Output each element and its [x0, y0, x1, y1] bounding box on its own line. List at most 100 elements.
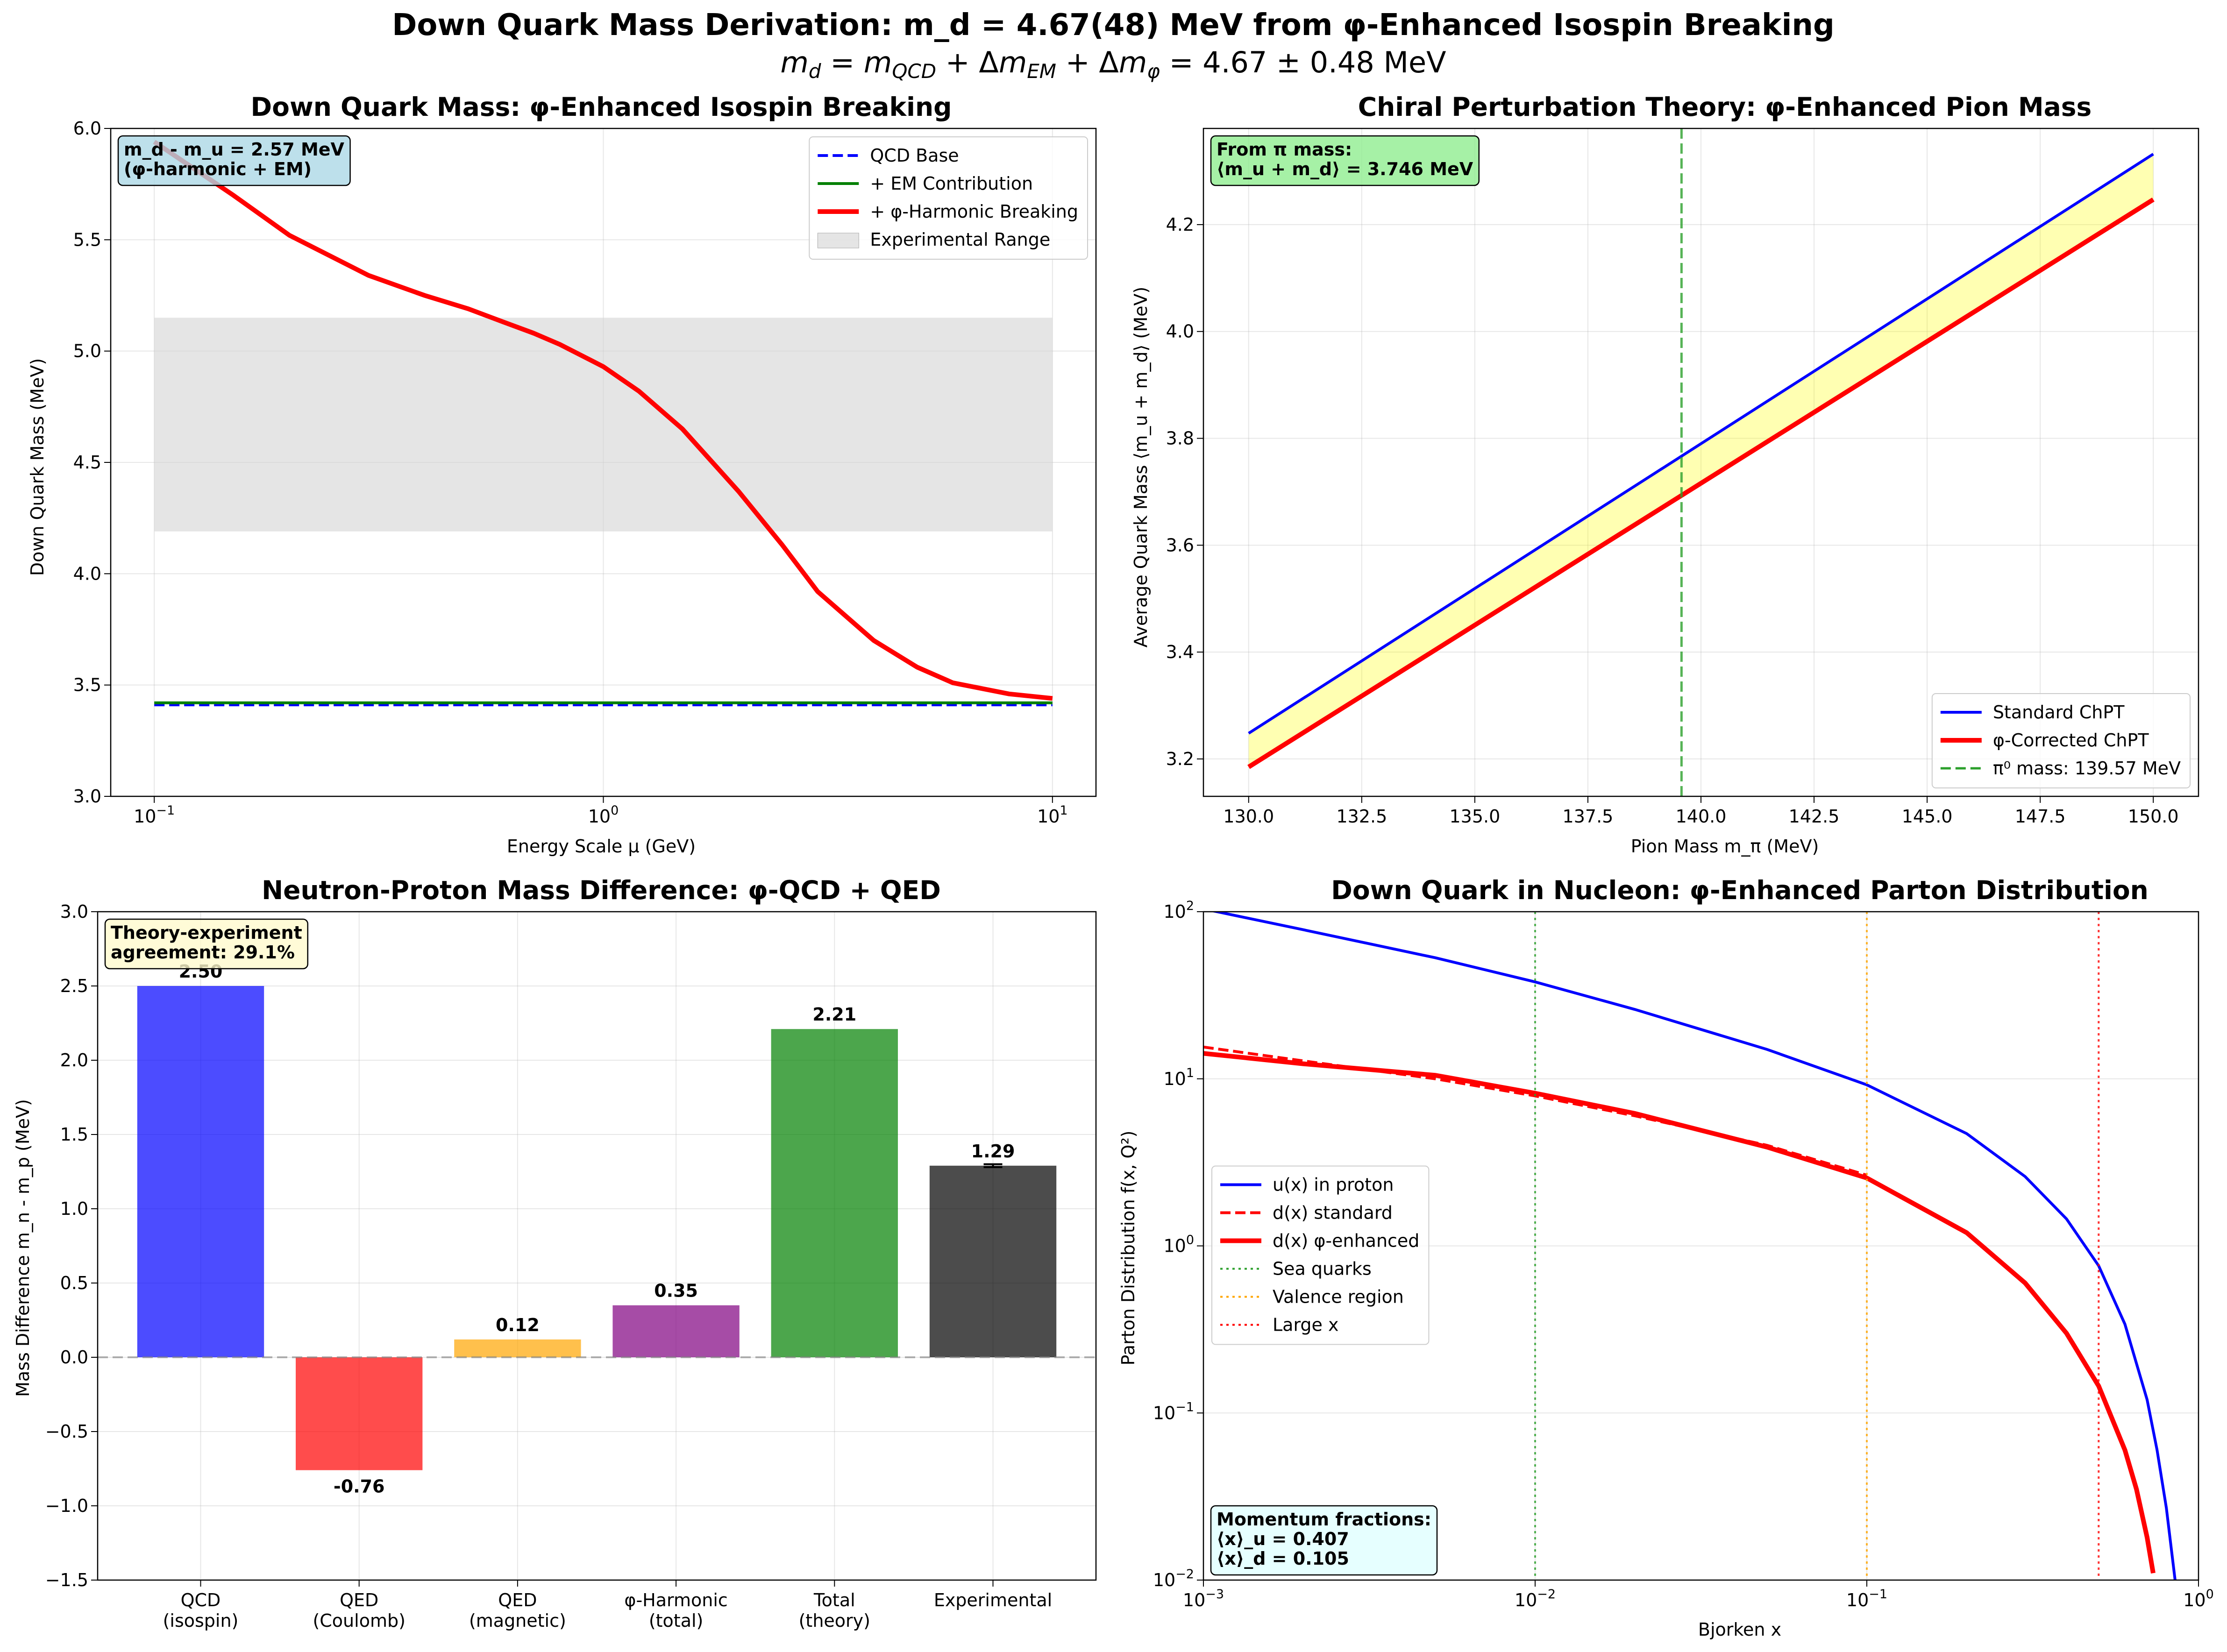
- series-line: [153, 140, 1053, 701]
- legend-entry: Experimental Range: [870, 229, 1050, 250]
- legend-entry: Standard ChPT: [1993, 702, 2125, 723]
- tick-exponent: 1: [1186, 1066, 1194, 1080]
- x-tick-label: 130.0: [1223, 806, 1274, 827]
- legend-entry: QCD Base: [870, 145, 959, 166]
- y-tick-label: 3.6: [1166, 535, 1194, 555]
- y-tick-label: 10−2: [1153, 1567, 1194, 1590]
- x-tick-label: 10−3: [1183, 1587, 1224, 1610]
- annotation-text: From π mass:: [1217, 139, 1352, 160]
- annotation-text: ⟨x⟩_u = 0.407: [1217, 1529, 1349, 1549]
- series-line: [1247, 197, 2155, 769]
- y-tick-label: 3.0: [73, 786, 101, 807]
- series-line: [1210, 912, 2177, 1580]
- plot-frame: [1202, 911, 2199, 1581]
- y-tick-label: 5.0: [73, 341, 101, 362]
- tick-exponent: 2: [1186, 899, 1194, 913]
- y-tick-label: 6.0: [73, 118, 101, 139]
- y-tick-label: 3.8: [1166, 428, 1194, 449]
- x-tick-label: 100: [588, 803, 619, 827]
- x-tick-label: 145.0: [1902, 806, 1953, 827]
- legend-swatch: [817, 233, 859, 248]
- annotation-text: ⟨x⟩_d = 0.105: [1217, 1548, 1349, 1569]
- panel-isospin-breaking: Down Quark Mass: φ-Enhanced Isospin Brea…: [27, 92, 1097, 857]
- series-line: [1203, 1051, 2156, 1574]
- x-tick-label: 137.5: [1563, 806, 1614, 827]
- category-label: (Coulomb): [313, 1610, 405, 1631]
- bar: [137, 986, 264, 1357]
- category-label: QCD: [181, 1590, 221, 1610]
- bar: [454, 1339, 581, 1357]
- bar-value-label: 1.29: [971, 1141, 1015, 1162]
- y-tick-label: 100: [1163, 1233, 1194, 1256]
- legend-entry: d(x) φ-enhanced: [1273, 1231, 1419, 1251]
- category-label: QED: [340, 1590, 378, 1610]
- y-tick-label: −1.5: [45, 1570, 88, 1590]
- panel-chiral-perturbation: Chiral Perturbation Theory: φ-Enhanced P…: [1131, 92, 2199, 857]
- experimental-range-band: [154, 318, 1053, 532]
- figure-subtitle: md = mQCD + ΔmEM + Δmφ = 4.67 ± 0.48 MeV: [780, 45, 1446, 83]
- y-axis-label: Parton Distribution f(x, Q²): [1118, 1130, 1138, 1365]
- difference-fill: [1248, 154, 2154, 767]
- bar-value-label: -0.76: [334, 1476, 385, 1497]
- bar-value-label: 2.21: [812, 1004, 856, 1025]
- legend-entry: + φ-Harmonic Breaking: [870, 201, 1078, 222]
- bar-value-label: 0.12: [496, 1315, 540, 1335]
- plot-frame: [97, 911, 1097, 1581]
- x-axis-label: Pion Mass m_π (MeV): [1631, 836, 1819, 857]
- x-tick-label: 100: [2183, 1587, 2214, 1610]
- y-tick-label: 1.5: [60, 1124, 88, 1145]
- category-label: φ-Harmonic: [624, 1590, 727, 1610]
- y-axis-label: Mass Difference m_n - m_p (MeV): [13, 1099, 33, 1397]
- tick-exponent: 0: [611, 803, 619, 818]
- panel-title: Down Quark in Nucleon: φ-Enhanced Parton…: [1331, 875, 2149, 905]
- legend-entry: u(x) in proton: [1273, 1175, 1394, 1195]
- annotation-text: Theory-experiment: [111, 922, 302, 943]
- y-tick-label: 4.2: [1166, 214, 1194, 235]
- category-label: Experimental: [934, 1590, 1052, 1610]
- annotation-box: [117, 135, 351, 186]
- annotation-text: agreement: 29.1%: [111, 942, 295, 963]
- category-label: (magnetic): [469, 1610, 566, 1631]
- y-tick-label: 0.5: [60, 1273, 88, 1293]
- panel-parton-distribution: Down Quark in Nucleon: φ-Enhanced Parton…: [1118, 875, 2214, 1640]
- y-tick-label: −1.0: [45, 1496, 88, 1516]
- tick-exponent: −1: [1869, 1587, 1887, 1602]
- legend-entry: Sea quarks: [1273, 1259, 1372, 1279]
- bar: [929, 1165, 1057, 1357]
- category-label: (total): [649, 1610, 704, 1631]
- annotation-text: (φ-harmonic + EM): [124, 159, 312, 179]
- plot-frame: [1202, 128, 2199, 797]
- annotation-box: [1210, 135, 1480, 186]
- y-tick-label: 4.0: [1166, 321, 1194, 342]
- x-tick-label: 101: [1037, 803, 1068, 827]
- y-tick-label: −0.5: [45, 1421, 88, 1442]
- x-tick-label: 142.5: [1789, 806, 1840, 827]
- legend-box: [1211, 1165, 1430, 1345]
- x-axis-label: Bjorken x: [1698, 1619, 1781, 1640]
- annotation-text: m_d - m_u = 2.57 MeV: [124, 139, 345, 160]
- y-axis-label: Down Quark Mass (MeV): [27, 358, 48, 576]
- bar: [296, 1357, 423, 1470]
- category-label: (theory): [799, 1610, 870, 1631]
- tick-exponent: −3: [1205, 1587, 1224, 1602]
- annotation-text: ⟨m_u + m_d⟩ = 3.746 MeV: [1217, 159, 1473, 179]
- y-tick-label: 101: [1163, 1066, 1194, 1089]
- x-tick-label: 10−1: [134, 803, 175, 827]
- bar: [771, 1029, 898, 1357]
- x-axis-label: Energy Scale μ (GeV): [507, 836, 696, 857]
- legend-box: [809, 136, 1088, 260]
- tick-exponent: −1: [156, 803, 175, 818]
- plot-area: 10−3 10−2 10−1 10010−210−1100101102Momentum…: [1153, 899, 2214, 1610]
- category-label: (isospin): [163, 1610, 239, 1631]
- y-axis-label: Average Quark Mass ⟨m_u + m_d⟩ (MeV): [1131, 287, 1151, 648]
- x-tick-label: 140.0: [1676, 806, 1727, 827]
- y-tick-label: 2.0: [60, 1050, 88, 1071]
- annotation-box: [104, 918, 308, 970]
- y-tick-label: 5.5: [73, 229, 101, 250]
- series-line: [1248, 153, 2154, 735]
- tick-exponent: 0: [1186, 1233, 1194, 1248]
- panel-title: Chiral Perturbation Theory: φ-Enhanced P…: [1358, 92, 2092, 122]
- legend-box: [1931, 693, 2191, 788]
